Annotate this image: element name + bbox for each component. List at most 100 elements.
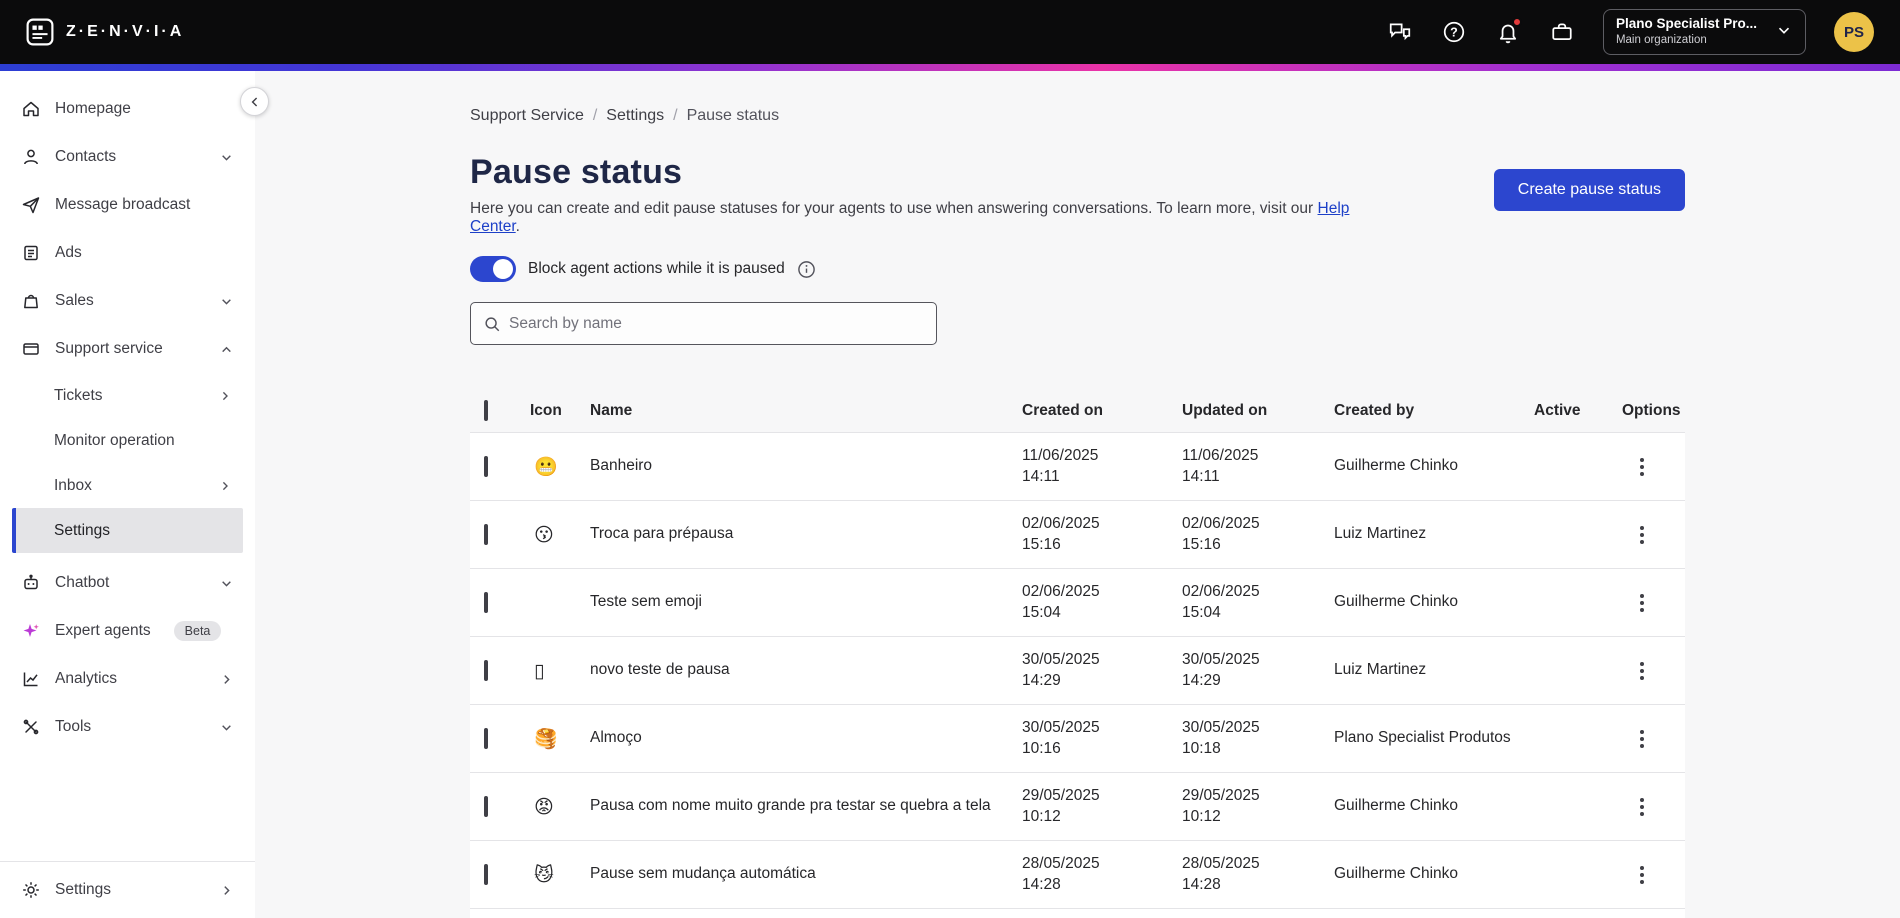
header-updated-on: Updated on bbox=[1182, 401, 1268, 419]
table-header: Icon Name Created on Updated on Created … bbox=[470, 389, 1685, 433]
shopping-bag-icon bbox=[20, 291, 42, 311]
pause-status-emoji: 😡 bbox=[534, 795, 554, 818]
sidebar-item-contacts[interactable]: Contacts bbox=[0, 133, 255, 181]
sidebar-item-expert-agents[interactable]: Expert agents Beta bbox=[0, 607, 255, 655]
created-on-value: 02/06/2025 15:04 bbox=[1022, 583, 1100, 621]
sidebar-item-label: Ads bbox=[55, 244, 82, 261]
sidebar-subitem-label: Monitor operation bbox=[54, 431, 175, 449]
sidebar-item-label: Tools bbox=[55, 718, 92, 735]
description-period: . bbox=[515, 218, 520, 235]
sidebar-subitem-inbox[interactable]: Inbox bbox=[12, 463, 243, 508]
options-menu-button[interactable] bbox=[1622, 865, 1644, 884]
select-all-checkbox[interactable] bbox=[484, 399, 488, 421]
row-checkbox[interactable] bbox=[484, 659, 488, 681]
pause-status-name: Pause sem mudança automática bbox=[590, 865, 816, 883]
table-row: 😡 Pausa com nome muito grande pra testar… bbox=[470, 773, 1685, 841]
translation-chat-icon[interactable] bbox=[1387, 19, 1413, 45]
search-input[interactable] bbox=[509, 314, 924, 333]
row-checkbox[interactable] bbox=[484, 455, 488, 477]
search-box bbox=[470, 302, 937, 345]
created-on-value: 28/05/2025 14:28 bbox=[1022, 855, 1100, 893]
notifications-bell-icon[interactable] bbox=[1495, 17, 1522, 45]
row-checkbox[interactable] bbox=[484, 591, 488, 613]
options-menu-button[interactable] bbox=[1622, 457, 1644, 476]
header-created-on: Created on bbox=[1022, 401, 1103, 419]
pause-status-emoji: ▯ bbox=[534, 659, 545, 682]
pause-status-emoji: 😬 bbox=[534, 456, 558, 478]
sidebar-subitem-settings[interactable]: Settings bbox=[12, 508, 243, 553]
sidebar-item-label: Analytics bbox=[55, 670, 118, 687]
table-row: Teste sem emoji 02/06/2025 15:04 02/06/2… bbox=[470, 569, 1685, 637]
pause-status-table: Icon Name Created on Updated on Created … bbox=[470, 389, 1685, 918]
pause-status-emoji: 🥞 bbox=[534, 728, 558, 750]
sidebar-item-support-service[interactable]: Support service bbox=[0, 325, 255, 373]
sidebar-subitem-tickets[interactable]: Tickets bbox=[12, 373, 243, 418]
help-icon[interactable]: ? bbox=[1441, 19, 1467, 45]
sidebar-item-message-broadcast[interactable]: Message broadcast bbox=[0, 181, 255, 229]
page-title: Pause status bbox=[470, 153, 683, 191]
row-checkbox[interactable] bbox=[484, 863, 488, 885]
table-row: 🥞 Almoço 30/05/2025 10:16 30/05/2025 10:… bbox=[470, 705, 1685, 773]
breadcrumb-support-service[interactable]: Support Service bbox=[470, 107, 584, 124]
options-menu-button[interactable] bbox=[1622, 525, 1644, 544]
pause-status-name: Almoço bbox=[590, 729, 642, 747]
person-icon bbox=[20, 147, 42, 167]
row-checkbox[interactable] bbox=[484, 795, 488, 817]
organization-selector[interactable]: Plano Specialist Pro... Main organizatio… bbox=[1602, 9, 1806, 55]
sidebar-item-ads[interactable]: Ads bbox=[0, 229, 255, 277]
options-menu-button[interactable] bbox=[1622, 797, 1644, 816]
workspace-briefcase-icon[interactable] bbox=[1549, 19, 1575, 45]
pause-status-name: Pausa com nome muito grande pra testar s… bbox=[590, 797, 991, 815]
user-avatar[interactable]: PS bbox=[1834, 12, 1874, 52]
brand-name: Z·E·N·V·I·A bbox=[66, 23, 185, 40]
breadcrumb-settings[interactable]: Settings bbox=[606, 107, 665, 124]
chevron-down-icon bbox=[218, 149, 235, 166]
pause-status-name: Banheiro bbox=[590, 457, 653, 475]
brand-gradient-bar bbox=[0, 64, 1900, 71]
sidebar-item-label: Chatbot bbox=[55, 574, 110, 591]
sidebar-subitem-monitor-operation[interactable]: Monitor operation bbox=[12, 418, 243, 463]
options-menu-button[interactable] bbox=[1622, 661, 1644, 680]
sidebar-item-chatbot[interactable]: Chatbot bbox=[0, 559, 255, 607]
info-icon[interactable] bbox=[797, 260, 816, 279]
header-active: Active bbox=[1534, 401, 1581, 419]
block-agent-actions-toggle[interactable] bbox=[470, 256, 516, 282]
send-icon bbox=[20, 195, 42, 215]
main-content: Support Service / Settings / Pause statu… bbox=[255, 71, 1900, 918]
table-row: 😼 Pause sem mudança automática 28/05/202… bbox=[470, 841, 1685, 909]
create-pause-status-button[interactable]: Create pause status bbox=[1493, 169, 1685, 211]
gear-icon bbox=[20, 880, 42, 900]
pause-status-name: novo teste de pausa bbox=[590, 661, 730, 679]
sidebar-item-tools[interactable]: Tools bbox=[0, 703, 255, 751]
sidebar-item-sales[interactable]: Sales bbox=[0, 277, 255, 325]
table-row: 👾 Pausa com mudança automática 28/05/202… bbox=[470, 909, 1685, 918]
sidebar-item-analytics[interactable]: Analytics bbox=[0, 655, 255, 703]
table-row: 😬 Banheiro 11/06/2025 14:11 11/06/2025 1… bbox=[470, 433, 1685, 501]
chevron-down-icon bbox=[1775, 21, 1793, 44]
sidebar-item-settings[interactable]: Settings bbox=[0, 862, 255, 918]
sparkle-icon bbox=[20, 621, 42, 641]
updated-on-value: 28/05/2025 14:28 bbox=[1182, 855, 1260, 893]
search-icon bbox=[485, 316, 500, 331]
breadcrumb: Support Service / Settings / Pause statu… bbox=[470, 107, 1685, 125]
created-on-value: 30/05/2025 14:29 bbox=[1022, 651, 1100, 689]
options-menu-button[interactable] bbox=[1622, 729, 1644, 748]
zenvia-logo-icon bbox=[26, 18, 54, 46]
updated-on-value: 29/05/2025 10:12 bbox=[1182, 787, 1260, 825]
help-center-link[interactable]: Help Center bbox=[470, 200, 1350, 235]
chevron-right-icon bbox=[218, 882, 235, 899]
updated-on-value: 02/06/2025 15:04 bbox=[1182, 583, 1260, 621]
sidebar-item-homepage[interactable]: Homepage bbox=[0, 85, 255, 133]
notification-dot bbox=[1511, 17, 1522, 27]
created-on-value: 30/05/2025 10:16 bbox=[1022, 719, 1100, 757]
analytics-chart-icon bbox=[20, 669, 42, 689]
row-checkbox[interactable] bbox=[484, 523, 488, 545]
sidebar-item-label: Support service bbox=[55, 340, 163, 357]
created-by-value: Guilherme Chinko bbox=[1334, 457, 1459, 475]
header-icon: Icon bbox=[530, 401, 562, 419]
sidebar-collapse-button[interactable] bbox=[240, 87, 269, 116]
options-menu-button[interactable] bbox=[1622, 593, 1644, 612]
sidebar-subitem-label: Settings bbox=[54, 521, 111, 539]
row-checkbox[interactable] bbox=[484, 727, 488, 749]
created-by-value: Luiz Martinez bbox=[1334, 525, 1427, 543]
